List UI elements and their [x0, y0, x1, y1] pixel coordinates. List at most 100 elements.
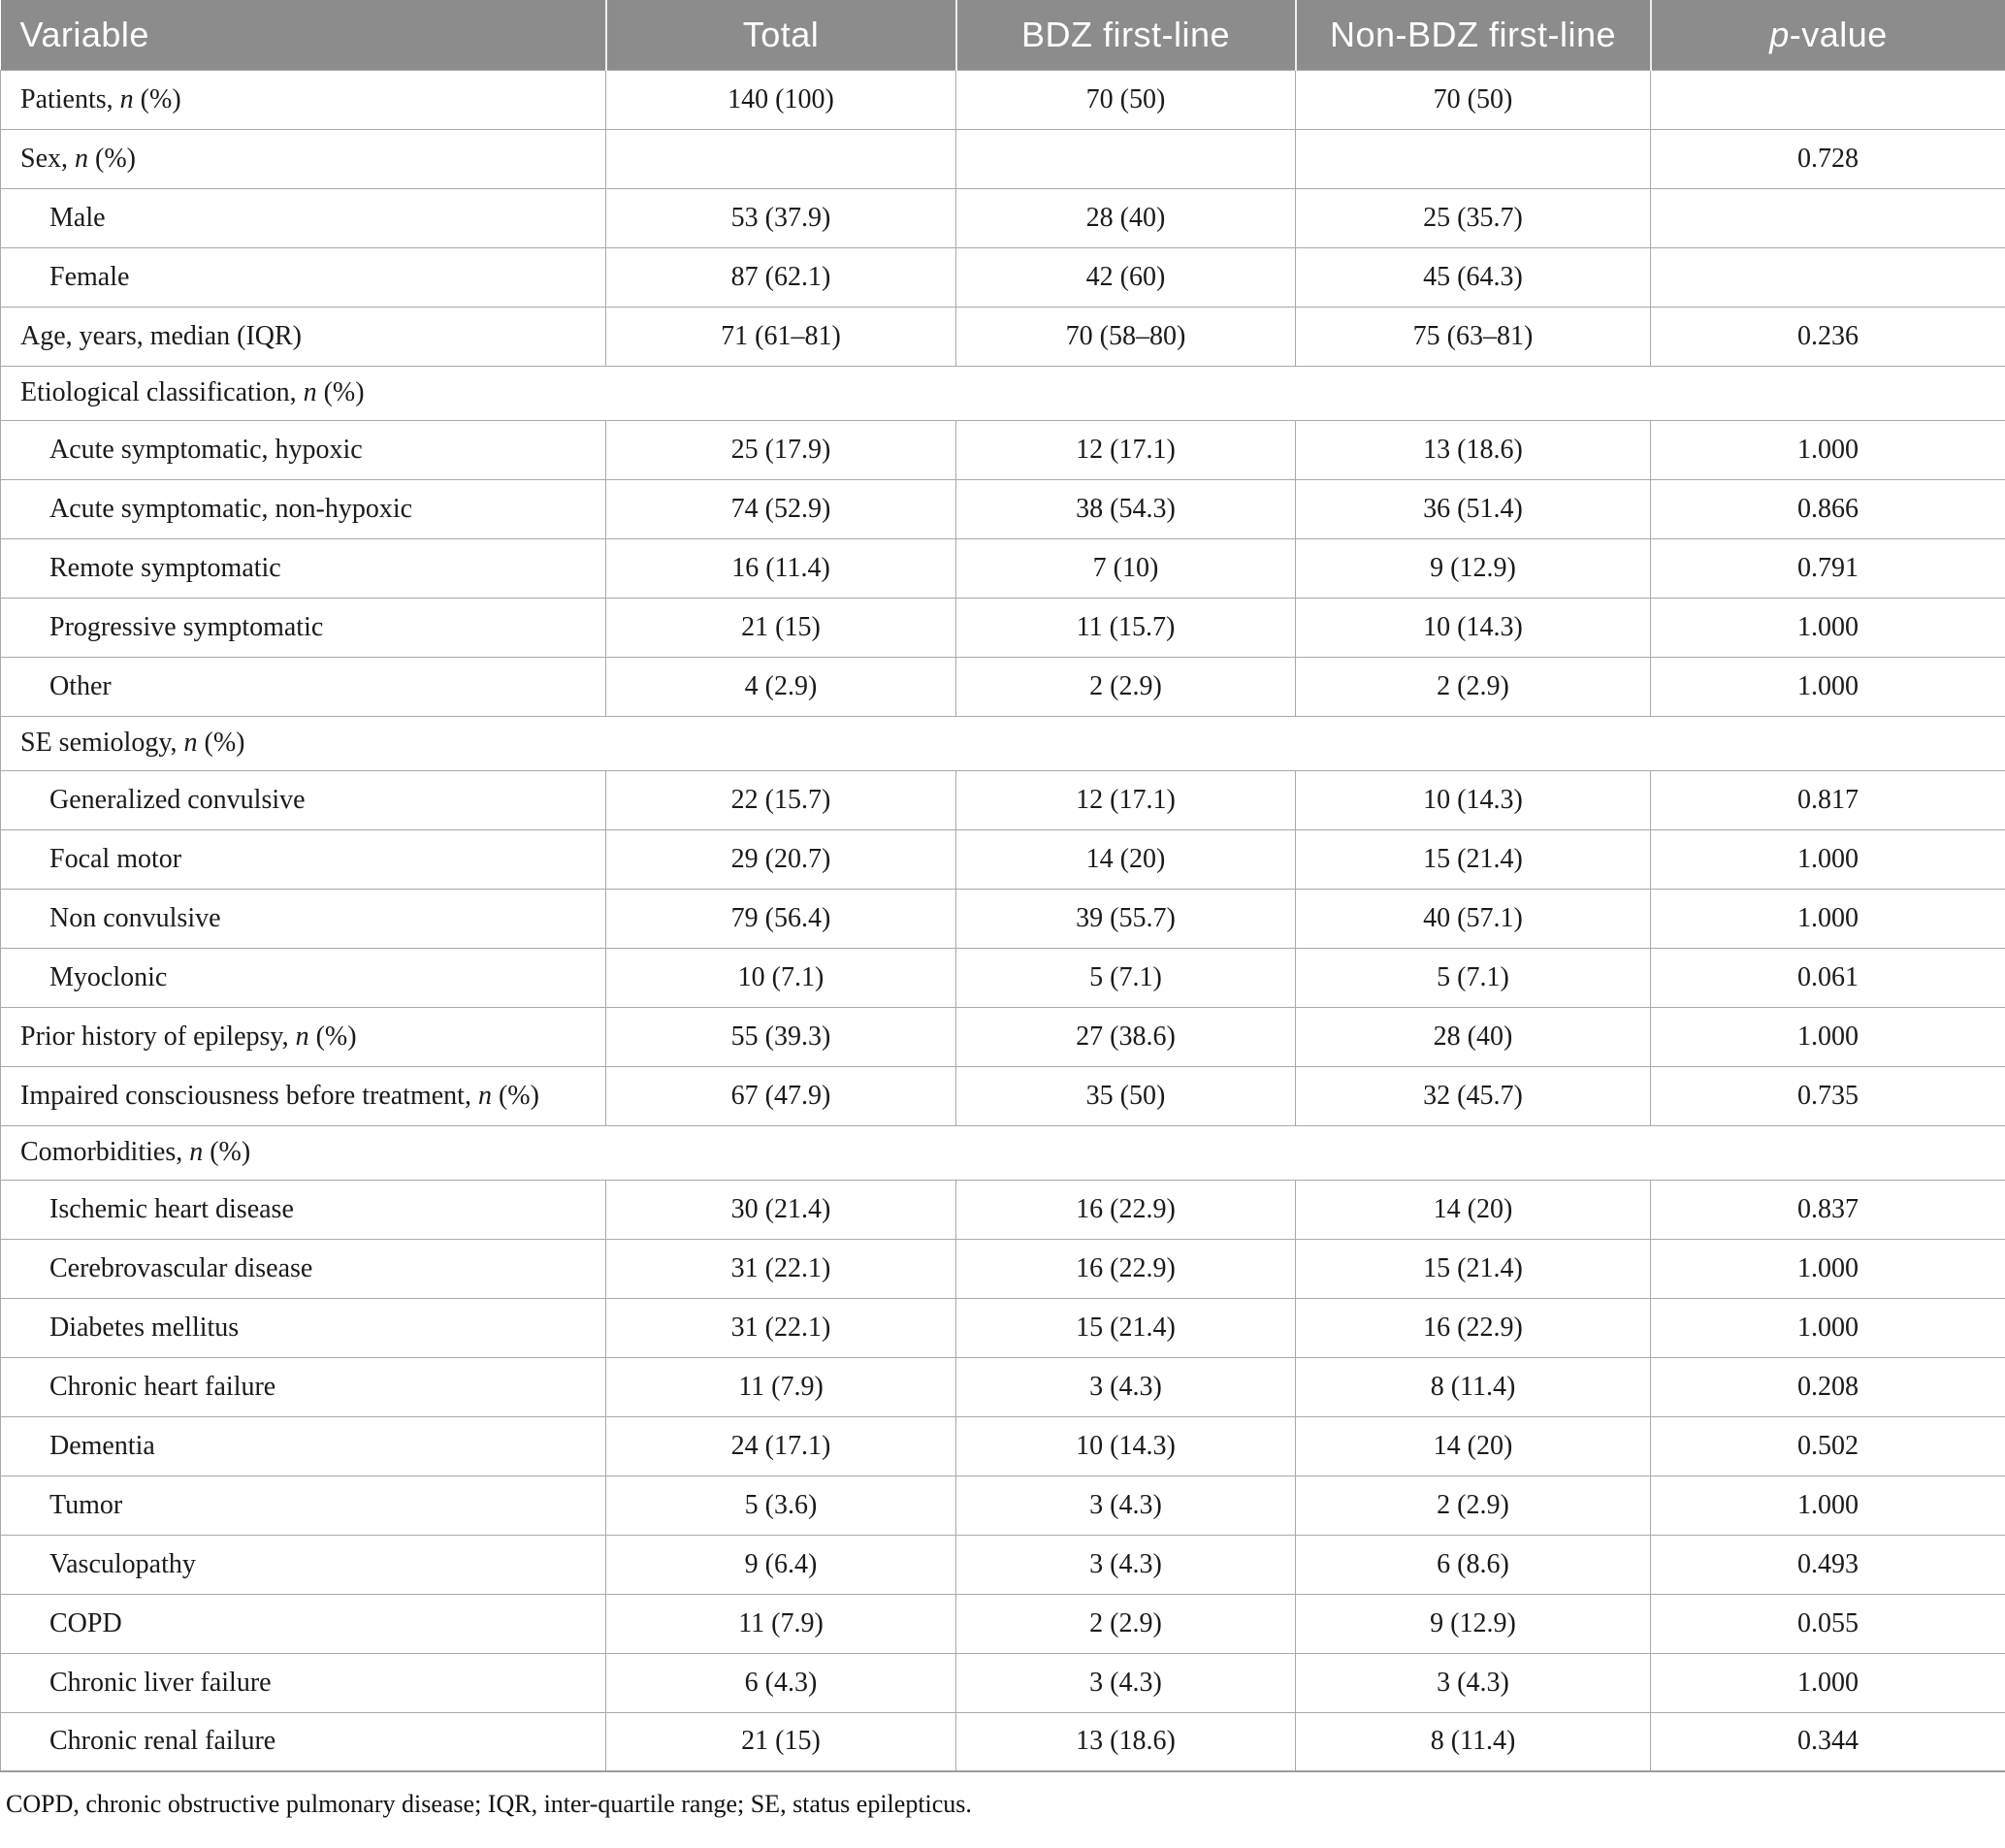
cell-pvalue: 1.000: [1650, 1475, 2005, 1536]
table-row: Impaired consciousness before treatment,…: [0, 1065, 2005, 1126]
cell-nonbdz: 9 (12.9): [1295, 1593, 1651, 1654]
column-header-non-bdz-first-line: Non-BDZ first-line: [1294, 0, 1651, 70]
cell-total: 29 (20.7): [605, 828, 956, 890]
cell-bdz: 39 (55.7): [955, 888, 1296, 949]
cell-bdz: 70 (58–80): [955, 306, 1296, 367]
row-label: Patients, n (%): [0, 69, 606, 130]
row-label: Remote symptomatic: [0, 537, 606, 599]
row-label: Chronic heart failure: [0, 1356, 606, 1417]
cell-pvalue: 1.000: [1650, 1006, 2005, 1067]
table-row: Focal motor 29 (20.7) 14 (20) 15 (21.4) …: [0, 828, 2005, 890]
row-label: Non convulsive: [0, 888, 606, 949]
row-label: Generalized convulsive: [0, 769, 606, 830]
table-row: COPD 11 (7.9) 2 (2.9) 9 (12.9) 0.055: [0, 1593, 2005, 1654]
table-row: Acute symptomatic, non-hypoxic 74 (52.9)…: [0, 478, 2005, 539]
row-label: Chronic renal failure: [0, 1711, 606, 1772]
cell-pvalue: 0.055: [1650, 1593, 2005, 1654]
table-row: Cerebrovascular disease 31 (22.1) 16 (22…: [0, 1238, 2005, 1299]
table-row: Female 87 (62.1) 42 (60) 45 (64.3): [0, 246, 2005, 308]
table-row: Dementia 24 (17.1) 10 (14.3) 14 (20) 0.5…: [0, 1415, 2005, 1476]
table-row: Chronic renal failure 21 (15) 13 (18.6) …: [0, 1711, 2005, 1772]
cell-nonbdz: 10 (14.3): [1295, 769, 1651, 830]
cell-total: 11 (7.9): [605, 1593, 956, 1654]
row-label: Focal motor: [0, 828, 606, 890]
cell-pvalue: [1650, 187, 2005, 248]
cell-nonbdz: 10 (14.3): [1295, 597, 1651, 658]
column-header-total: Total: [604, 0, 956, 70]
table-row: Vasculopathy 9 (6.4) 3 (4.3) 6 (8.6) 0.4…: [0, 1534, 2005, 1595]
cell-total: 21 (15): [605, 597, 956, 658]
cell-nonbdz: 36 (51.4): [1295, 478, 1651, 539]
table-row: Generalized convulsive 22 (15.7) 12 (17.…: [0, 769, 2005, 830]
cell-bdz: 12 (17.1): [955, 769, 1296, 830]
cell-total: 6 (4.3): [605, 1652, 956, 1713]
cell-bdz: 10 (14.3): [955, 1415, 1296, 1476]
cell-nonbdz: 16 (22.9): [1295, 1297, 1651, 1358]
row-label: Ischemic heart disease: [0, 1179, 606, 1240]
table-row: Progressive symptomatic 21 (15) 11 (15.7…: [0, 597, 2005, 658]
table-row: Chronic heart failure 11 (7.9) 3 (4.3) 8…: [0, 1356, 2005, 1417]
cell-pvalue: [1650, 246, 2005, 308]
cell-bdz: 70 (50): [955, 69, 1296, 130]
cell-nonbdz: 15 (21.4): [1295, 828, 1651, 890]
cell-nonbdz: 3 (4.3): [1295, 1652, 1651, 1713]
cell-pvalue: 0.061: [1650, 947, 2005, 1008]
cell-total: 87 (62.1): [605, 246, 956, 308]
cell-bdz: 27 (38.6): [955, 1006, 1296, 1067]
cell-pvalue: 0.208: [1650, 1356, 2005, 1417]
cell-pvalue: 0.866: [1650, 478, 2005, 539]
cell-total: 24 (17.1): [605, 1415, 956, 1476]
cell-pvalue: 1.000: [1650, 1238, 2005, 1299]
cell-total: 11 (7.9): [605, 1356, 956, 1417]
cell-nonbdz: 2 (2.9): [1295, 1475, 1651, 1536]
cell-nonbdz: 8 (11.4): [1295, 1711, 1651, 1772]
table-row: Diabetes mellitus 31 (22.1) 15 (21.4) 16…: [0, 1297, 2005, 1358]
table-row: Male 53 (37.9) 28 (40) 25 (35.7): [0, 187, 2005, 248]
section-label: Etiological classification, n (%): [0, 365, 2005, 421]
cell-nonbdz: 9 (12.9): [1295, 537, 1651, 599]
cell-pvalue: 0.728: [1650, 128, 2005, 189]
cell-nonbdz: 70 (50): [1295, 69, 1651, 130]
cell-bdz: 2 (2.9): [955, 656, 1296, 717]
cell-nonbdz: [1295, 128, 1651, 189]
row-label: Male: [0, 187, 606, 248]
cell-bdz: 42 (60): [955, 246, 1296, 308]
cell-nonbdz: 13 (18.6): [1295, 419, 1651, 480]
cell-bdz: 12 (17.1): [955, 419, 1296, 480]
cell-bdz: 15 (21.4): [955, 1297, 1296, 1358]
row-label: Acute symptomatic, non-hypoxic: [0, 478, 606, 539]
cell-nonbdz: 6 (8.6): [1295, 1534, 1651, 1595]
cell-total: 71 (61–81): [605, 306, 956, 367]
cell-pvalue: 0.791: [1650, 537, 2005, 599]
cell-bdz: 28 (40): [955, 187, 1296, 248]
table-row: Prior history of epilepsy, n (%) 55 (39.…: [0, 1006, 2005, 1067]
baseline-characteristics-table: Variable Total BDZ first-line Non-BDZ fi…: [0, 0, 2005, 1772]
cell-pvalue: 0.502: [1650, 1415, 2005, 1476]
cell-bdz: 3 (4.3): [955, 1534, 1296, 1595]
table-row: Acute symptomatic, hypoxic 25 (17.9) 12 …: [0, 419, 2005, 480]
cell-bdz: 16 (22.9): [955, 1238, 1296, 1299]
table-row: Remote symptomatic 16 (11.4) 7 (10) 9 (1…: [0, 537, 2005, 599]
cell-pvalue: 1.000: [1650, 1297, 2005, 1358]
table-row: Patients, n (%) 140 (100) 70 (50) 70 (50…: [0, 69, 2005, 130]
cell-nonbdz: 2 (2.9): [1295, 656, 1651, 717]
table-row: Sex, n (%) 0.728: [0, 128, 2005, 189]
cell-total: 74 (52.9): [605, 478, 956, 539]
table-row: Age, years, median (IQR) 71 (61–81) 70 (…: [0, 306, 2005, 367]
table-row: Chronic liver failure 6 (4.3) 3 (4.3) 3 …: [0, 1652, 2005, 1713]
cell-bdz: 14 (20): [955, 828, 1296, 890]
cell-total: 140 (100): [605, 69, 956, 130]
column-header-bdz-first-line: BDZ first-line: [954, 0, 1296, 70]
cell-bdz: 3 (4.3): [955, 1652, 1296, 1713]
cell-pvalue: 0.236: [1650, 306, 2005, 367]
table-row: Ischemic heart disease 30 (21.4) 16 (22.…: [0, 1179, 2005, 1240]
column-header-variable: Variable: [0, 0, 606, 70]
row-label: Age, years, median (IQR): [0, 306, 606, 367]
cell-bdz: 3 (4.3): [955, 1356, 1296, 1417]
cell-bdz: 35 (50): [955, 1065, 1296, 1126]
cell-nonbdz: 14 (20): [1295, 1179, 1651, 1240]
cell-total: 67 (47.9): [605, 1065, 956, 1126]
row-label: Acute symptomatic, hypoxic: [0, 419, 606, 480]
cell-total: 4 (2.9): [605, 656, 956, 717]
